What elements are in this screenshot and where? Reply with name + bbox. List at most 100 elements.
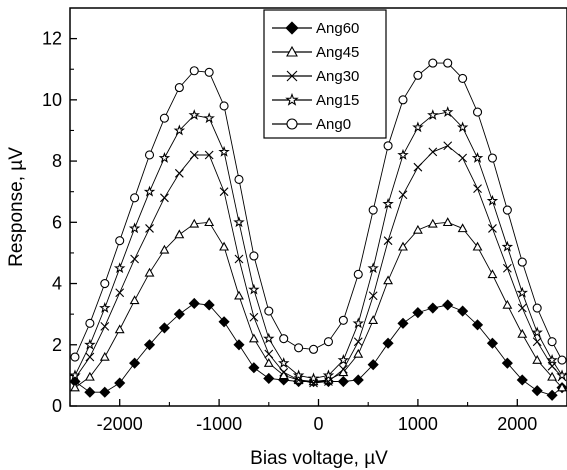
data-point <box>354 319 362 327</box>
data-point <box>414 163 422 171</box>
data-point <box>459 74 467 82</box>
data-point <box>220 243 228 250</box>
data-point <box>558 356 566 364</box>
data-point <box>398 318 408 328</box>
data-point <box>414 123 422 131</box>
data-point <box>339 316 347 324</box>
data-point <box>160 154 168 162</box>
legend-label: Ang60 <box>316 20 359 37</box>
y-tick-label: 0 <box>52 396 62 416</box>
data-point <box>146 224 154 232</box>
data-point <box>310 345 318 353</box>
y-tick-label: 12 <box>42 29 62 49</box>
data-point <box>413 308 423 318</box>
data-point <box>503 301 511 308</box>
data-point <box>518 258 526 266</box>
data-point <box>324 338 332 346</box>
data-point <box>474 185 482 193</box>
data-point <box>444 142 452 150</box>
data-point <box>145 187 153 195</box>
data-point <box>71 384 79 391</box>
data-point <box>101 353 109 360</box>
data-point <box>100 387 110 397</box>
data-point <box>175 231 183 238</box>
y-tick-label: 10 <box>42 90 62 110</box>
data-point <box>250 313 258 321</box>
x-axis-title: Bias voltage, µV <box>250 448 388 469</box>
data-point <box>369 264 377 272</box>
legend-marker <box>287 119 297 129</box>
data-point <box>354 338 362 346</box>
data-point <box>265 350 273 358</box>
data-point <box>429 148 437 156</box>
data-point <box>444 108 452 116</box>
data-point <box>220 188 228 196</box>
data-point <box>250 285 258 293</box>
x-tick-label: 1000 <box>398 414 438 434</box>
x-tick-label: -2000 <box>97 414 143 434</box>
data-point <box>235 255 243 263</box>
legend-label: Ang0 <box>316 116 351 133</box>
data-point <box>249 363 259 373</box>
data-point <box>131 194 139 202</box>
data-point <box>234 340 244 350</box>
data-point <box>428 303 438 313</box>
data-point <box>384 276 392 283</box>
data-point <box>338 377 348 387</box>
x-tick-label: 2000 <box>497 414 537 434</box>
data-point <box>220 102 228 110</box>
data-point <box>205 68 213 76</box>
data-point <box>444 59 452 67</box>
y-axis-title: Response, µV <box>6 147 27 267</box>
data-point <box>146 269 154 276</box>
data-point <box>503 242 511 250</box>
y-tick-label: 4 <box>52 274 62 294</box>
data-point <box>399 96 407 104</box>
data-point <box>414 71 422 79</box>
data-point <box>369 206 377 214</box>
data-point <box>264 373 274 383</box>
data-point <box>175 169 183 177</box>
data-point <box>85 387 95 397</box>
data-point <box>86 340 94 348</box>
data-point <box>384 200 392 208</box>
data-point <box>280 335 288 343</box>
data-point <box>518 288 526 296</box>
data-point <box>235 175 243 183</box>
y-tick-label: 6 <box>52 212 62 232</box>
data-point <box>369 292 377 300</box>
data-point <box>444 218 452 225</box>
data-point <box>547 390 557 400</box>
data-point <box>532 386 542 396</box>
data-point <box>130 224 138 232</box>
series-ang60 <box>70 298 567 400</box>
data-point <box>101 304 109 312</box>
data-point <box>116 237 124 245</box>
data-point <box>115 378 125 388</box>
data-point <box>459 154 467 162</box>
data-point <box>429 59 437 67</box>
data-point <box>116 325 124 332</box>
data-point <box>220 147 228 155</box>
data-point <box>384 237 392 245</box>
data-point <box>265 307 273 315</box>
data-point <box>130 358 140 368</box>
data-point <box>518 330 526 337</box>
data-point <box>487 338 497 348</box>
data-point <box>399 191 407 199</box>
data-point <box>116 264 124 272</box>
data-point <box>459 224 467 231</box>
data-point <box>533 304 541 312</box>
data-point <box>369 316 377 323</box>
data-point <box>101 322 109 330</box>
legend-label: Ang15 <box>316 92 359 109</box>
x-tick-label: -1000 <box>196 414 242 434</box>
data-point <box>86 373 94 380</box>
data-point <box>414 226 422 233</box>
data-point <box>503 206 511 214</box>
data-point <box>473 154 481 162</box>
data-point <box>488 270 496 277</box>
data-point <box>339 356 347 364</box>
data-point <box>384 142 392 150</box>
